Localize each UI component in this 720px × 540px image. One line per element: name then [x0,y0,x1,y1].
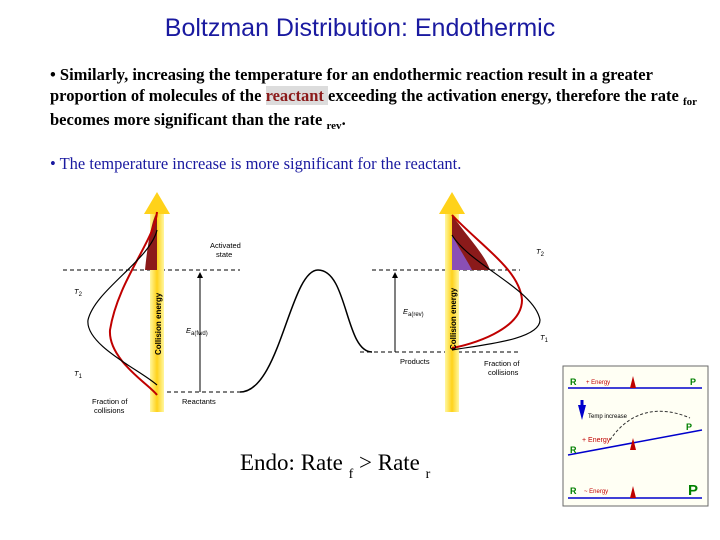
caption-text: Endo: Rate [240,450,349,475]
paragraph-temperature: • The temperature increase is more signi… [50,154,462,173]
t1-right-label: T1 [540,333,549,344]
ea-forward-sub: a(fwd) [191,331,208,337]
paragraph-text: • Similarly, increasing the temperature … [50,65,653,105]
fraction-right-label-2: collisions [488,368,519,377]
inset-top-energy: + Energy [586,380,610,386]
inset-top-r: R [570,377,577,387]
inset-top-p: P [690,377,696,387]
inset-mid-line [567,429,703,456]
right-axis-arrow-head [439,192,465,214]
t1-left-sub: 1 [79,374,83,380]
t2-left-sub: 2 [79,292,83,298]
ea-reverse-label: Ea(rev) [403,307,424,318]
fraction-right-label-1: Fraction of [484,359,520,368]
paragraph-text: . [341,110,346,129]
subscript-rev: rev [326,120,342,132]
inset-mid-r: R [570,445,577,455]
ea-reverse-letter: E [403,307,409,316]
inset-box [562,365,709,507]
inset-temp-label: Temp increase [588,414,628,420]
caption-endo-rate: Endo: Rate f > Rate r [240,450,430,482]
inset-curved-arrow [609,410,691,441]
left-axis-arrow-head [144,192,170,214]
reaction-profile-curve [239,269,373,393]
inset-down-arrow [578,405,586,420]
right-curve-t2 [451,214,524,349]
right-axis-label: Collision energy [449,287,458,350]
reactants-label: Reactants [182,397,216,406]
right-shaded-area-purple [452,235,472,270]
left-axis-label: Collision energy [154,292,163,355]
paragraph-reactant: • Similarly, increasing the temperature … [50,64,700,133]
paragraph-text: becomes more significant than the rate [50,110,327,129]
activated-state-label-1: Activated [210,241,241,250]
inset-mid-energy: + Energy [582,437,611,444]
subscript-for: for [682,96,698,108]
inset-mid-p: P [686,422,692,432]
t2-right-label: T2 [536,247,545,258]
inset-bottom-energy: ~ Energy [584,489,608,495]
inset-bottom-r: R [570,486,577,496]
fraction-left-label-2: collisions [94,406,125,415]
right-curve-t1 [451,234,541,351]
inset-marker-top [630,376,636,388]
inset-marker-bottom [630,486,636,498]
paragraph-text: exceeding the activation energy, therefo… [328,86,683,105]
ea-reverse-sub: a(rev) [408,312,424,318]
inset-bottom-p: P [688,482,698,499]
left-curve-t2 [87,229,158,386]
t1-right-letter: T [540,333,546,342]
fraction-left-label-1: Fraction of [92,397,128,406]
t2-left-letter: T [74,287,80,296]
t1-left-label: T1 [74,369,83,380]
page-title: Boltzman Distribution: Endothermic [164,14,556,42]
ea-forward-letter: E [186,326,192,335]
caption-sub-f: f [348,467,354,482]
highlight-reactant: reactant [265,86,329,105]
t1-left-letter: T [74,369,80,378]
activated-state-label-2: state [216,250,232,259]
left-curve-t1 [108,211,158,396]
caption-text: > Rate [353,450,426,475]
inset-marker-mid [630,438,636,450]
products-label: Products [400,357,430,366]
ea-forward-label: Ea(fwd) [186,326,208,337]
t2-right-letter: T [536,247,542,256]
t2-left-label: T2 [74,287,83,298]
t1-right-sub: 1 [545,338,549,344]
t2-right-sub: 2 [541,252,545,258]
caption-sub-r: r [425,467,431,482]
